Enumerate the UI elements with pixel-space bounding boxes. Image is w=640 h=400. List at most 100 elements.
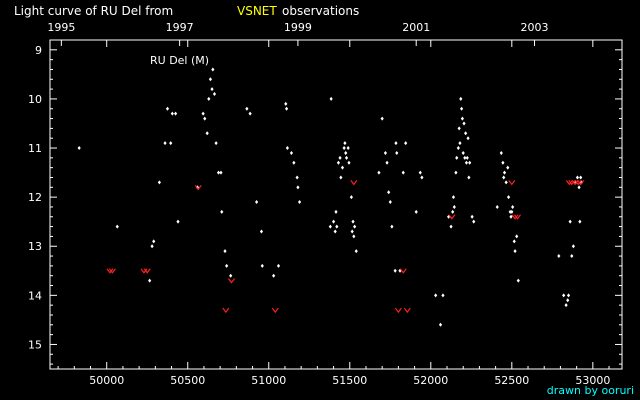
data-point-visual xyxy=(351,219,355,224)
data-point-visual xyxy=(451,209,455,214)
data-point-visual xyxy=(385,160,389,165)
data-point-visual xyxy=(451,195,456,200)
data-point-visual xyxy=(459,106,464,111)
year-label: 1995 xyxy=(47,21,75,34)
data-point-visual xyxy=(438,322,443,327)
data-point-visual xyxy=(292,160,296,165)
year-label: 2001 xyxy=(402,21,430,34)
data-point-visual xyxy=(214,141,218,146)
data-point-upper-limit xyxy=(143,268,151,274)
data-point-visual xyxy=(499,150,503,155)
data-point-upper-limit xyxy=(108,268,116,274)
data-point-visual xyxy=(470,214,474,219)
data-point-upper-limit xyxy=(140,268,148,274)
data-point-visual xyxy=(464,131,468,136)
data-point-visual xyxy=(347,160,351,165)
data-point-visual xyxy=(579,175,583,180)
data-point-upper-limit xyxy=(511,214,519,220)
data-point-visual xyxy=(557,254,561,259)
data-point-upper-limit xyxy=(228,278,235,284)
data-point-visual xyxy=(395,150,399,155)
data-point-visual xyxy=(458,141,462,146)
x-tick-label: 52500 xyxy=(494,374,529,387)
data-point-visual xyxy=(223,249,227,254)
data-point-visual xyxy=(578,219,582,224)
data-point-upper-limit xyxy=(574,180,582,186)
data-point-visual xyxy=(460,116,464,121)
data-point-visual xyxy=(577,185,581,190)
data-point-visual xyxy=(346,146,350,151)
data-point-visual xyxy=(285,146,289,151)
data-point-visual xyxy=(390,224,394,229)
data-point-visual xyxy=(570,254,574,259)
data-point-visual xyxy=(163,141,167,146)
data-point-upper-limit xyxy=(568,180,576,186)
data-point-visual xyxy=(344,150,348,155)
data-point-visual xyxy=(383,150,388,155)
y-tick-label: 10 xyxy=(28,93,42,106)
data-point-visual xyxy=(255,200,259,205)
data-point-visual xyxy=(467,175,471,180)
data-point-visual xyxy=(296,185,300,190)
data-point-visual xyxy=(225,263,229,268)
data-point-visual xyxy=(420,175,424,180)
data-point-visual xyxy=(511,204,515,209)
data-point-visual xyxy=(343,141,347,146)
data-point-visual xyxy=(418,170,422,175)
x-tick-label: 52000 xyxy=(413,374,448,387)
data-point-visual xyxy=(350,229,354,234)
data-point-visual xyxy=(504,180,508,185)
data-point-visual xyxy=(284,101,288,106)
data-point-visual xyxy=(459,96,463,101)
data-point-visual xyxy=(295,175,299,180)
data-point-visual xyxy=(455,155,459,160)
data-point-visual xyxy=(169,141,173,146)
y-tick-label: 15 xyxy=(28,338,42,351)
y-tick-label: 12 xyxy=(28,191,42,204)
data-point-visual xyxy=(387,190,391,195)
data-point-visual xyxy=(170,111,174,116)
data-point-visual xyxy=(456,146,460,151)
data-point-visual xyxy=(452,204,456,209)
data-point-upper-limit xyxy=(271,307,279,314)
data-point-visual xyxy=(380,116,384,121)
data-point-visual xyxy=(284,106,289,111)
data-point-upper-limit xyxy=(394,307,402,314)
y-tick-label: 9 xyxy=(35,44,42,57)
data-point-visual xyxy=(211,67,215,72)
data-point-visual xyxy=(502,170,507,175)
data-point-visual xyxy=(115,224,119,229)
data-point-visual xyxy=(516,278,520,283)
data-point-visual xyxy=(201,111,205,116)
data-point-visual xyxy=(272,273,276,278)
data-point-visual xyxy=(333,229,337,234)
data-point-visual xyxy=(328,224,332,229)
data-point-visual xyxy=(203,116,207,121)
star-label: RU Del (M) xyxy=(150,54,209,67)
x-tick-label: 50500 xyxy=(170,374,205,387)
data-point-visual xyxy=(506,195,511,200)
data-point-visual xyxy=(353,224,357,229)
data-point-visual xyxy=(205,131,209,136)
year-label: 1997 xyxy=(166,21,194,34)
data-point-upper-limit xyxy=(448,214,456,220)
data-point-visual xyxy=(508,209,512,214)
data-point-visual xyxy=(336,160,341,165)
data-point-visual xyxy=(512,239,516,244)
data-point-visual xyxy=(165,106,170,111)
chart-title-pre: Light curve of RU Del from xyxy=(14,4,174,18)
data-point-visual xyxy=(566,298,570,303)
data-point-visual xyxy=(394,141,398,146)
chart-title-post: observations xyxy=(282,4,360,18)
year-label: 1999 xyxy=(284,21,312,34)
credit-text: drawn by ooruri xyxy=(546,384,634,397)
data-point-visual xyxy=(393,268,397,273)
data-point-visual xyxy=(342,146,346,151)
data-point-visual xyxy=(449,224,453,229)
data-point-visual xyxy=(219,170,223,175)
data-point-visual xyxy=(297,200,302,205)
data-point-visual xyxy=(575,175,580,180)
data-point-visual xyxy=(464,160,469,165)
data-point-visual xyxy=(502,175,506,180)
data-point-visual xyxy=(208,77,213,82)
